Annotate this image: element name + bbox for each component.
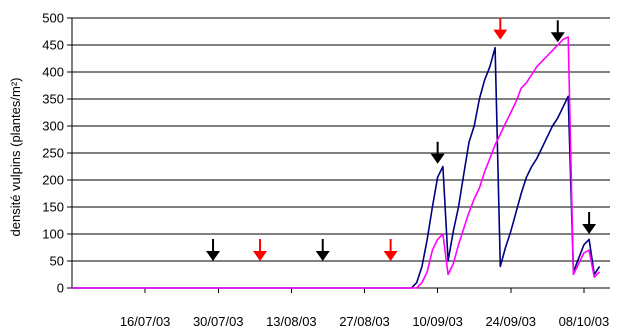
down-arrow-icon [550, 20, 565, 43]
arrow-head [253, 251, 268, 261]
x-tick-label: 24/09/03 [485, 314, 536, 329]
y-tick-label: 200 [42, 173, 64, 188]
y-tick-label: 250 [42, 146, 64, 161]
down-arrow-icon [315, 239, 330, 261]
y-axis-label: densité vulpins (plantes/m²) [8, 78, 23, 237]
y-tick-label: 450 [42, 38, 64, 53]
down-arrow-icon [383, 239, 398, 261]
arrow-head [383, 251, 398, 261]
y-tick-labels: 0 50 100 150 200 250 300 350 400 450 500 [42, 11, 64, 296]
intervention-arrows [206, 17, 597, 261]
y-tick-label: 300 [42, 119, 64, 134]
down-arrow-icon [253, 239, 268, 261]
arrow-head [430, 153, 445, 164]
x-tick-label: 10/09/03 [412, 314, 463, 329]
x-tick-label: 30/07/03 [193, 314, 244, 329]
arrow-head [493, 29, 508, 40]
gridlines [67, 17, 610, 293]
y-tick-label: 400 [42, 65, 64, 80]
down-arrow-icon [430, 141, 445, 164]
down-arrow-icon [582, 212, 597, 234]
y-tick-label: 100 [42, 227, 64, 242]
x-tick-labels: 16/07/03 30/07/03 13/08/03 27/08/03 10/09/03… [120, 314, 609, 329]
y-tick-label: 150 [42, 200, 64, 215]
x-tick-label: 16/07/03 [120, 314, 171, 329]
x-tick-label: 27/08/03 [339, 314, 390, 329]
arrow-head [206, 251, 221, 261]
y-tick-label: 500 [42, 11, 64, 26]
series-line-1 [72, 46, 601, 289]
series-line-2 [72, 36, 601, 289]
arrow-head [550, 32, 565, 43]
series-lines [72, 36, 601, 289]
y-tick-label: 350 [42, 92, 64, 107]
x-tick-label: 08/10/03 [559, 314, 610, 329]
arrow-head [582, 224, 597, 234]
down-arrow-icon [206, 239, 221, 261]
y-tick-label: 50 [50, 254, 64, 269]
down-arrow-icon [493, 17, 508, 40]
x-tick-label: 13/08/03 [266, 314, 317, 329]
y-tick-label: 0 [57, 281, 64, 296]
arrow-head [315, 251, 330, 261]
